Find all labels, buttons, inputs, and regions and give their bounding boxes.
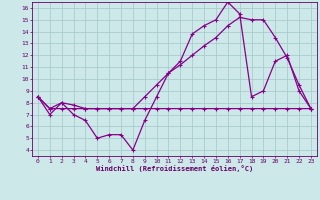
X-axis label: Windchill (Refroidissement éolien,°C): Windchill (Refroidissement éolien,°C) — [96, 165, 253, 172]
